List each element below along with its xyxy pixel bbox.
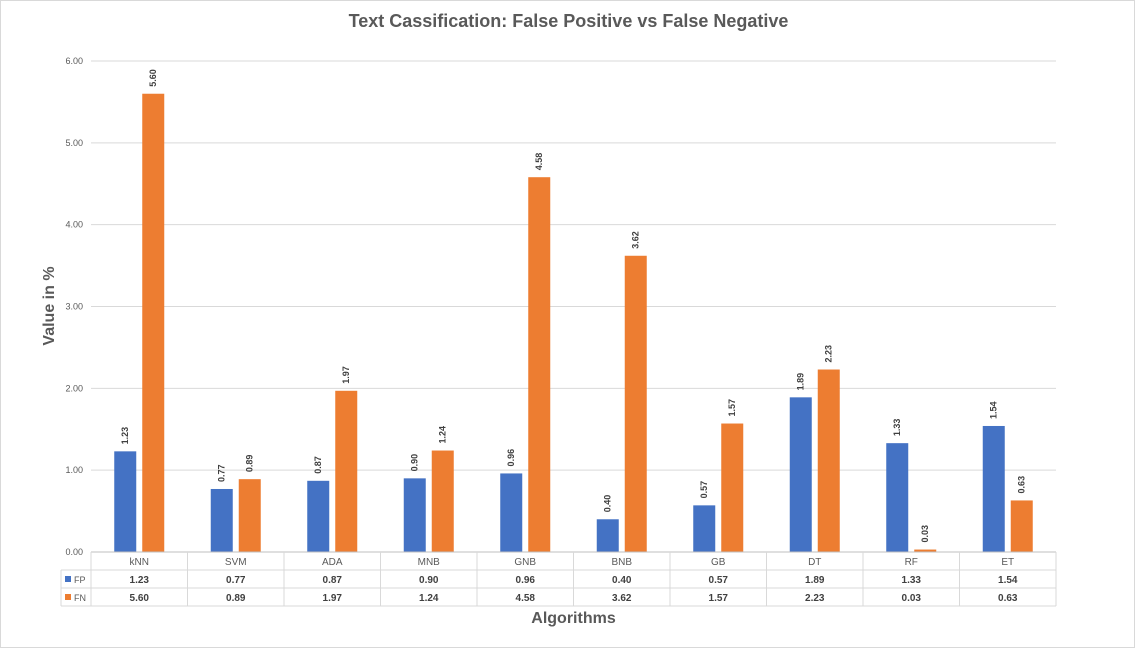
x-tick-label: kNN (130, 557, 149, 568)
bar-fp (210, 488, 233, 552)
data-label: 3.62 (631, 231, 641, 249)
data-label: 1.24 (438, 426, 448, 444)
x-tick-label: ET (1001, 557, 1014, 568)
table-cell: 1.97 (323, 593, 343, 604)
y-tick-label: 4.00 (65, 220, 83, 230)
table-cell: 0.90 (419, 575, 439, 586)
x-tick-label: MNB (418, 557, 441, 568)
data-label: 0.77 (217, 464, 227, 482)
y-tick-label: 1.00 (65, 465, 83, 475)
data-label: 0.63 (1017, 476, 1027, 494)
data-label: 1.89 (796, 373, 806, 391)
y-tick-label: 3.00 (65, 302, 83, 312)
data-label: 5.60 (148, 69, 158, 87)
bar-fn (624, 255, 647, 552)
x-axis-title: Algorithms (531, 610, 616, 627)
data-label: 1.97 (341, 366, 351, 384)
bar-fp (596, 519, 619, 552)
x-tick-label: GB (711, 557, 726, 568)
data-label: 0.03 (920, 525, 930, 543)
bar-fp (693, 505, 716, 552)
table-cell: 1.57 (709, 593, 729, 604)
bar-fp (886, 443, 909, 552)
table-cell: 1.23 (130, 575, 150, 586)
x-tick-label: BNB (611, 557, 632, 568)
bar-fn (238, 479, 261, 552)
x-tick-label: ADA (322, 557, 343, 568)
data-label: 0.87 (313, 456, 323, 474)
data-label: 1.57 (727, 399, 737, 417)
data-label: 0.89 (245, 455, 255, 473)
bar-fn (431, 450, 454, 552)
bar-fn (1010, 500, 1033, 552)
table-cell: 0.63 (998, 593, 1018, 604)
legend-key-fp (65, 576, 71, 582)
x-tick-label: SVM (225, 557, 247, 568)
table-cell: 2.23 (805, 593, 825, 604)
chart-title: Text Cassification: False Positive vs Fa… (348, 11, 789, 31)
table-cell: 4.58 (516, 593, 536, 604)
bar-fp (789, 397, 812, 552)
table-cell: 0.89 (226, 593, 246, 604)
table-cell: 5.60 (130, 593, 150, 604)
table-cell: 0.40 (612, 575, 632, 586)
x-tick-label: GNB (514, 557, 536, 568)
y-tick-label: 6.00 (65, 56, 83, 66)
table-cell: 0.57 (709, 575, 729, 586)
data-label: 1.54 (989, 401, 999, 419)
table-cell: 0.03 (902, 593, 922, 604)
y-tick-label: 5.00 (65, 138, 83, 148)
legend-key-fn (65, 594, 71, 600)
bar-fn (914, 549, 937, 552)
x-tick-label: RF (905, 557, 918, 568)
table-cell: 1.89 (805, 575, 825, 586)
data-label: 1.33 (892, 419, 902, 437)
legend-label: FN (74, 593, 86, 603)
data-label: 0.40 (603, 495, 613, 513)
legend-label: FP (74, 575, 86, 585)
x-tick-label: DT (808, 557, 821, 568)
bar-fn (721, 423, 744, 552)
table-cell: 0.96 (516, 575, 536, 586)
bar-fp (500, 473, 523, 552)
data-label: 1.23 (120, 427, 130, 445)
table-cell: 0.77 (226, 575, 246, 586)
bar-fp (982, 425, 1005, 552)
data-label: 0.90 (410, 454, 420, 472)
bar-fn (528, 177, 551, 552)
table-cell: 3.62 (612, 593, 632, 604)
table-cell: 0.87 (323, 575, 343, 586)
bar-fp (403, 478, 426, 552)
y-tick-label: 0.00 (65, 547, 83, 557)
data-label: 0.96 (506, 449, 516, 467)
data-label: 0.57 (699, 481, 709, 499)
bar-fp (114, 451, 137, 552)
data-label: 2.23 (824, 345, 834, 363)
bar-fn (335, 390, 358, 552)
bar-fp (307, 480, 330, 552)
y-tick-label: 2.00 (65, 383, 83, 393)
table-cell: 1.33 (902, 575, 922, 586)
bar-fn (817, 369, 840, 552)
data-label: 4.58 (534, 153, 544, 171)
bar-fn (142, 93, 165, 552)
table-cell: 1.24 (419, 593, 439, 604)
table-cell: 1.54 (998, 575, 1018, 586)
